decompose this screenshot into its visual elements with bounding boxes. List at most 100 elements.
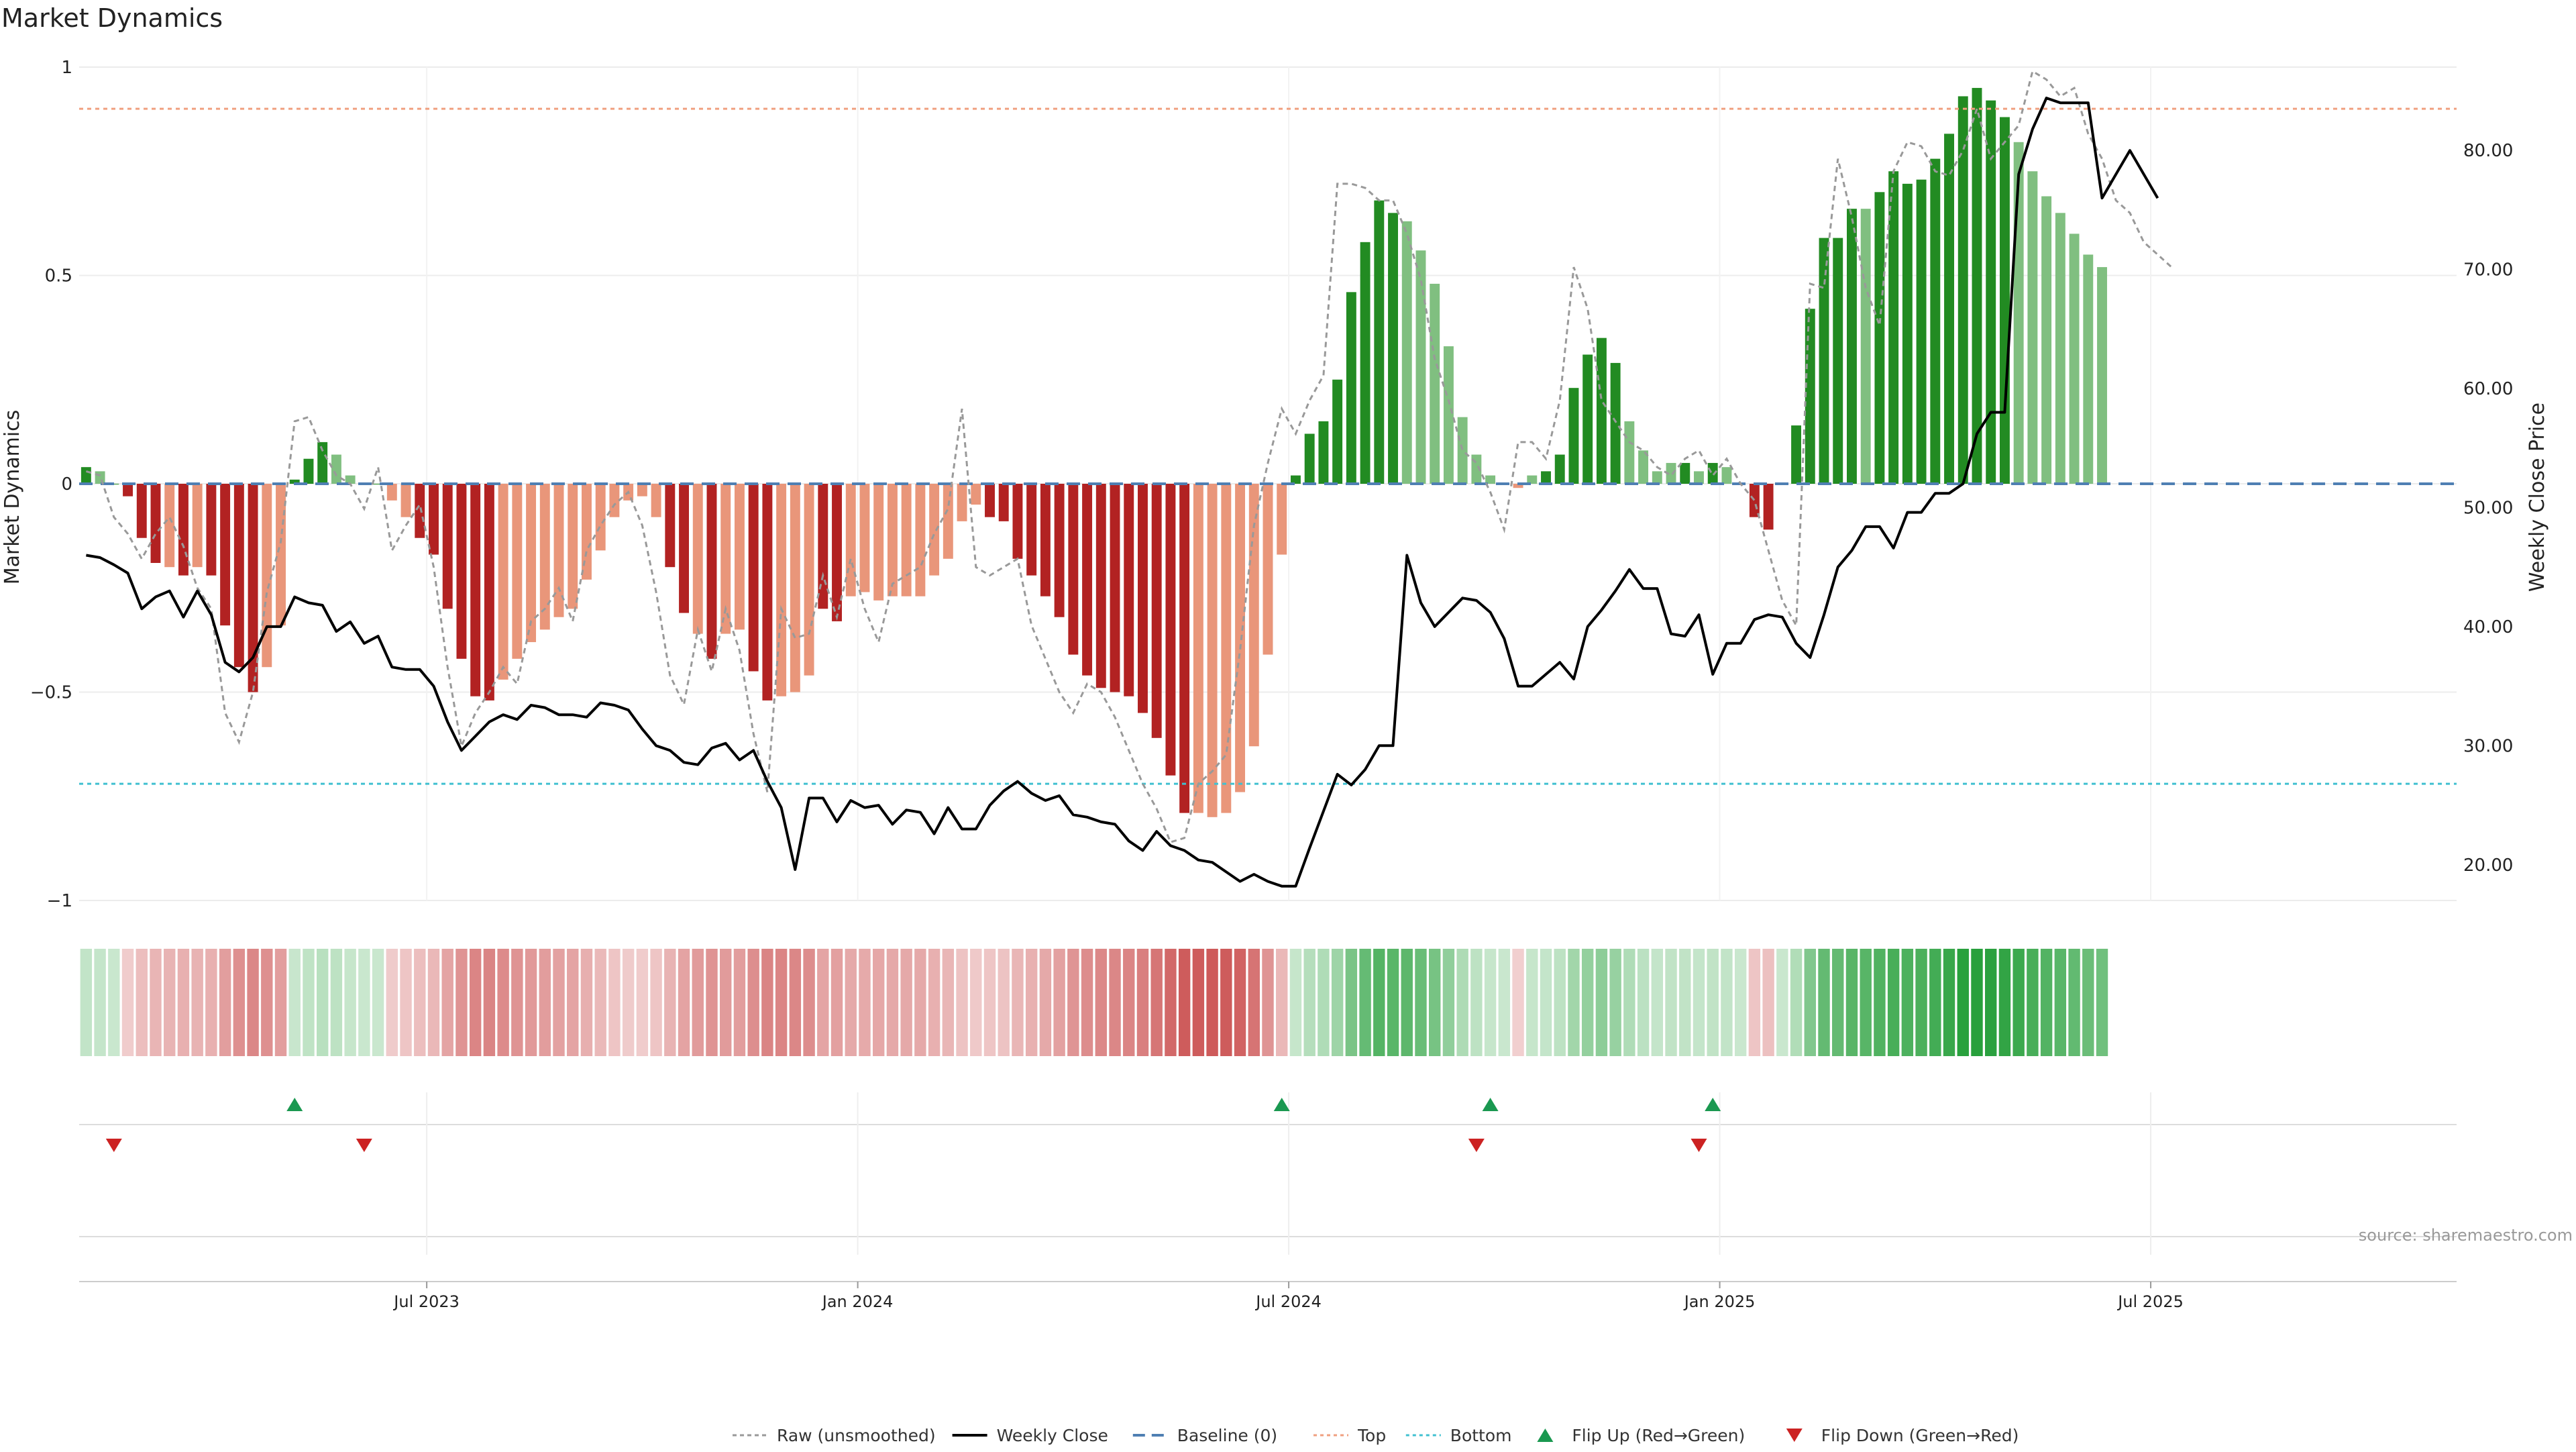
dynamics-bar <box>1999 117 2010 484</box>
heat-cell <box>1540 949 1552 1056</box>
heat-cell <box>1262 949 1274 1056</box>
heat-cell <box>1748 949 1761 1056</box>
heat-cell <box>1165 949 1177 1056</box>
dynamics-bar <box>345 475 356 484</box>
dynamics-bar <box>859 484 870 592</box>
chart-title: Market Dynamics <box>1 3 223 33</box>
heat-cell <box>1971 949 1983 1056</box>
heat-cell <box>108 949 120 1056</box>
heat-cell <box>80 949 93 1056</box>
heat-cell <box>483 949 496 1056</box>
heat-cell <box>1387 949 1399 1056</box>
heat-cell <box>1401 949 1413 1056</box>
dynamics-bar <box>1846 209 1857 484</box>
dynamics-bar <box>1527 475 1538 484</box>
heat-cell <box>164 949 176 1056</box>
heat-cell <box>525 949 537 1056</box>
dynamics-bar <box>1248 484 1259 747</box>
heat-cell <box>1637 949 1650 1056</box>
heat-cell <box>400 949 412 1056</box>
dynamics-bar <box>429 484 439 555</box>
heat-cell <box>956 949 968 1056</box>
dynamics-bar <box>1054 484 1065 617</box>
heat-cell <box>1415 949 1427 1056</box>
dynamics-bar <box>1582 354 1593 484</box>
dynamics-bar <box>386 484 397 501</box>
legend-raw-label: Raw (unsmoothed) <box>777 1426 936 1445</box>
dynamics-bar <box>1916 179 1927 484</box>
dynamics-bar <box>1082 484 1093 676</box>
dynamics-bar <box>985 484 995 517</box>
left-tick-label: 0.5 <box>45 266 72 287</box>
dynamics-bar <box>734 484 745 630</box>
dynamics-bar <box>206 484 217 576</box>
dynamics-bar <box>1721 467 1732 484</box>
dynamics-bar <box>1485 475 1496 484</box>
heat-cell <box>455 949 468 1056</box>
dynamics-bar <box>1554 454 1565 484</box>
heat-cell <box>1220 949 1232 1056</box>
legend-top-label: Top <box>1357 1426 1386 1445</box>
dynamics-bar <box>1026 484 1037 576</box>
dynamics-bar <box>1138 484 1148 713</box>
right-tick-label: 40.00 <box>2463 617 2513 637</box>
heat-cell <box>2054 949 2067 1056</box>
legend-flip-up-label: Flip Up (Red→Green) <box>1572 1426 1745 1445</box>
heat-cell <box>1609 949 1621 1056</box>
dynamics-bar <box>400 484 411 517</box>
dynamics-bar <box>832 484 842 621</box>
heat-cell <box>247 949 259 1056</box>
dynamics-bar <box>915 484 926 597</box>
weekly-close-line <box>86 97 2159 888</box>
dynamics-bar <box>1624 421 1635 484</box>
heat-cell <box>970 949 982 1056</box>
dynamics-bar <box>1360 242 1371 484</box>
dynamics-bar <box>665 484 676 568</box>
heat-cell <box>2096 949 2108 1056</box>
dynamics-bar <box>1457 417 1468 484</box>
dynamics-bar <box>818 484 828 609</box>
dynamics-bar <box>957 484 967 521</box>
heat-cell <box>1442 949 1455 1056</box>
heat-cell <box>1762 949 1774 1056</box>
heat-cell <box>1512 949 1524 1056</box>
dynamics-bar <box>498 484 508 680</box>
dynamics-bar <box>1694 471 1704 484</box>
heat-cell <box>1359 949 1371 1056</box>
heat-cell <box>358 949 370 1056</box>
heat-cell <box>288 949 301 1056</box>
dynamics-bar <box>1805 309 1815 484</box>
dynamics-bar <box>804 484 814 676</box>
dynamics-bar <box>1652 471 1662 484</box>
heat-cell <box>580 949 593 1056</box>
dynamics-bar <box>1235 484 1246 792</box>
dynamics-bar <box>1972 88 1982 484</box>
heat-cell <box>1985 949 1997 1056</box>
dynamics-bar <box>582 484 592 580</box>
heat-cell <box>1707 949 1719 1056</box>
heat-cell <box>2040 949 2053 1056</box>
dynamics-bar <box>1332 379 1343 484</box>
heat-cell <box>1957 949 1969 1056</box>
dynamics-bar <box>1346 292 1356 484</box>
heat-cell <box>2027 949 2039 1056</box>
heat-cell <box>539 949 551 1056</box>
heat-cell <box>872 949 885 1056</box>
heat-cell <box>372 949 384 1056</box>
heat-cell <box>497 949 509 1056</box>
heat-cell <box>1192 949 1205 1056</box>
heat-cell <box>1123 949 1135 1056</box>
heat-cell <box>1234 949 1246 1056</box>
dynamics-bar <box>1277 484 1287 555</box>
heat-cell <box>817 949 829 1056</box>
dynamics-bar <box>2055 213 2065 484</box>
dynamics-bar <box>609 484 620 517</box>
dynamics-bar <box>80 467 91 484</box>
heat-cell <box>1053 949 1065 1056</box>
legend-bottom-label: Bottom <box>1450 1426 1512 1445</box>
dynamics-bar <box>998 484 1009 521</box>
dynamics-bar <box>706 484 717 659</box>
heat-cell <box>1554 949 1566 1056</box>
dynamics-bar <box>901 484 912 597</box>
